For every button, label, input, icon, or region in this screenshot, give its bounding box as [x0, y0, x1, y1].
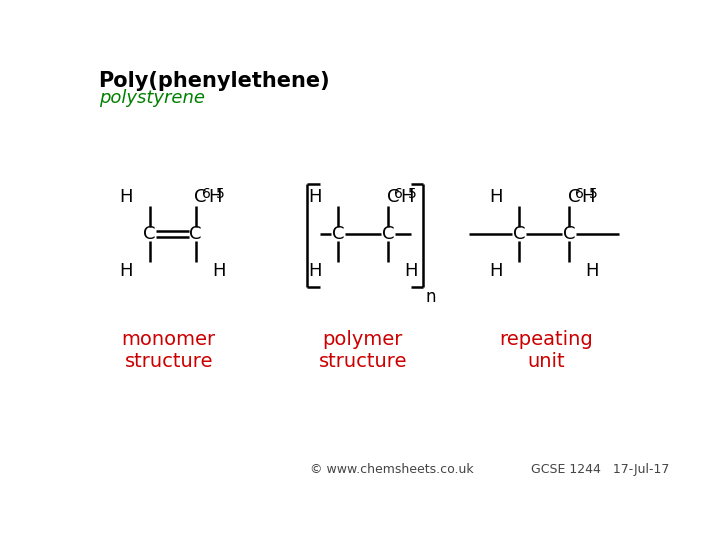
Text: C: C [567, 188, 580, 206]
Text: polystyrene: polystyrene [99, 90, 205, 107]
Text: C: C [382, 225, 395, 243]
Text: Poly(phenylethene): Poly(phenylethene) [98, 71, 330, 91]
Text: 5: 5 [589, 187, 598, 201]
Text: H: H [405, 262, 418, 280]
Text: H: H [400, 188, 414, 206]
Text: H: H [120, 188, 133, 206]
Text: C: C [387, 188, 399, 206]
Text: H: H [490, 188, 503, 206]
Text: H: H [208, 188, 222, 206]
Text: monomer
structure: monomer structure [122, 330, 216, 372]
Text: H: H [490, 262, 503, 280]
Text: 5: 5 [216, 187, 225, 201]
Text: H: H [582, 188, 595, 206]
Text: C: C [143, 225, 156, 243]
Text: C: C [563, 225, 575, 243]
Text: repeating
unit: repeating unit [499, 330, 593, 372]
Text: GCSE 1244   17-Jul-17: GCSE 1244 17-Jul-17 [531, 463, 669, 476]
Text: C: C [189, 225, 202, 243]
Text: © www.chemsheets.co.uk: © www.chemsheets.co.uk [310, 463, 474, 476]
Text: H: H [308, 262, 322, 280]
Text: 6: 6 [202, 187, 211, 201]
Text: polymer
structure: polymer structure [318, 330, 407, 372]
Text: H: H [212, 262, 225, 280]
Text: C: C [513, 225, 526, 243]
Text: H: H [308, 188, 322, 206]
Text: H: H [585, 262, 599, 280]
Text: C: C [332, 225, 344, 243]
Text: 5: 5 [408, 187, 417, 201]
Text: 6: 6 [395, 187, 403, 201]
Text: n: n [426, 288, 436, 306]
Text: C: C [194, 188, 207, 206]
Text: H: H [120, 262, 133, 280]
Text: 6: 6 [575, 187, 584, 201]
